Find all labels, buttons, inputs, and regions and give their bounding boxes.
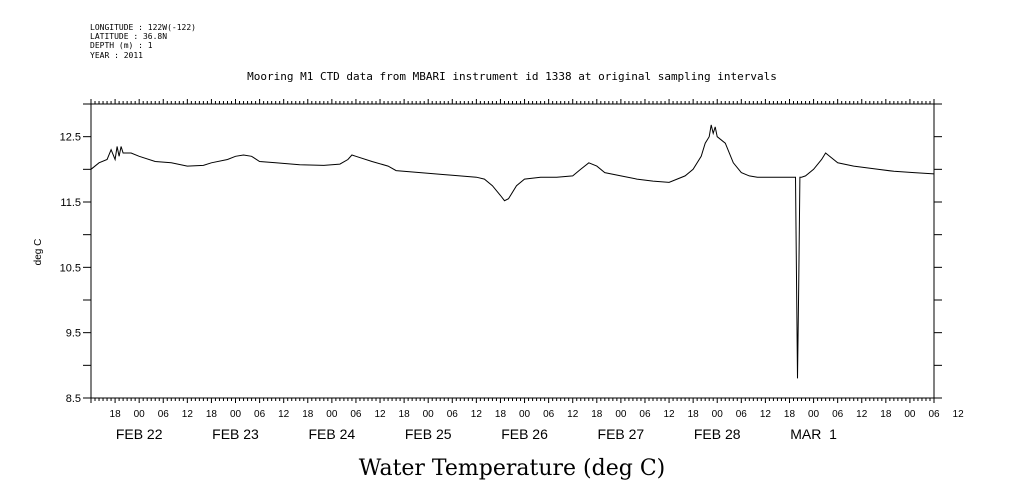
x-hour-label: 00 <box>134 409 146 420</box>
x-axis-title: Water Temperature (deg C) <box>359 456 666 481</box>
y-tick-label: 11.5 <box>60 197 81 209</box>
x-hour-label: 00 <box>230 409 242 420</box>
x-hour-label: 00 <box>904 409 916 420</box>
y-tick-labels: 8.5 9.5 10.5 11.5 12.5 <box>60 132 81 405</box>
y-tick-label: 9.5 <box>66 328 81 340</box>
x-hour-label: 00 <box>615 409 627 420</box>
x-hour-label: 18 <box>302 409 314 420</box>
x-day-label: FEB 25 <box>405 426 452 442</box>
x-hour-label: 06 <box>639 409 651 420</box>
x-hour-label: 12 <box>760 409 772 420</box>
y-tick-label: 12.5 <box>60 132 81 144</box>
x-hour-label: 00 <box>519 409 531 420</box>
x-hour-label: 00 <box>712 409 724 420</box>
x-day-label: FEB 27 <box>598 426 645 442</box>
x-hour-label: 06 <box>736 409 748 420</box>
x-day-label: FEB 26 <box>501 426 548 442</box>
x-hour-label: 12 <box>374 409 386 420</box>
x-hour-label: 12 <box>953 409 965 420</box>
x-hour-label: 06 <box>350 409 362 420</box>
x-hour-label: 06 <box>158 409 170 420</box>
y-tick-label: 10.5 <box>60 262 81 274</box>
x-hour-label: 12 <box>856 409 868 420</box>
x-hour-label: 06 <box>543 409 555 420</box>
x-hour-label: 12 <box>278 409 290 420</box>
x-hour-label: 12 <box>471 409 483 420</box>
x-hour-label: 12 <box>182 409 194 420</box>
x-day-label: MAR 1 <box>790 426 837 442</box>
chart-title: Mooring M1 CTD data from MBARI instrumen… <box>247 70 777 83</box>
x-hour-label: 18 <box>206 409 218 420</box>
y-axis-label: deg C <box>33 239 44 266</box>
x-hour-label: 00 <box>423 409 435 420</box>
x-hour-label: 00 <box>326 409 338 420</box>
x-hour-label: 18 <box>688 409 700 420</box>
x-hour-label: 06 <box>928 409 940 420</box>
x-day-label: FEB 22 <box>116 426 163 442</box>
x-hour-label: 00 <box>808 409 820 420</box>
depth-label: DEPTH (m) : 1 <box>90 41 153 50</box>
x-hour-label: 18 <box>495 409 507 420</box>
plot-frame <box>90 103 935 399</box>
y-tick-label: 8.5 <box>66 393 81 405</box>
year-label: YEAR : 2011 <box>90 51 143 60</box>
x-day-label: FEB 23 <box>212 426 259 442</box>
axis-ticks <box>83 99 942 403</box>
x-hour-label: 06 <box>254 409 266 420</box>
x-hour-label: 18 <box>784 409 796 420</box>
x-hour-label: 06 <box>832 409 844 420</box>
x-hour-label: 12 <box>663 409 675 420</box>
latitude-label: LATITUDE : 36.8N <box>90 32 167 41</box>
x-day-label: FEB 28 <box>694 426 741 442</box>
x-hour-label: 18 <box>399 409 411 420</box>
x-hour-label: 18 <box>591 409 603 420</box>
x-hour-label: 12 <box>567 409 579 420</box>
temperature-series-line <box>90 124 935 379</box>
x-hour-label: 18 <box>880 409 892 420</box>
x-day-label: FEB 24 <box>309 426 356 442</box>
x-hour-label: 06 <box>447 409 459 420</box>
x-hour-labels: 18 00 06 12 18 00 06 12 18 00 06 12 18 00 06 12 18 00 06 12… <box>110 409 965 420</box>
longitude-label: LONGITUDE : 122W(-122) <box>90 23 196 32</box>
x-hour-label: 18 <box>110 409 122 420</box>
x-day-labels: FEB 22 FEB 23 FEB 24 FEB 25 FEB 26 FEB 27 FEB … <box>116 426 837 442</box>
